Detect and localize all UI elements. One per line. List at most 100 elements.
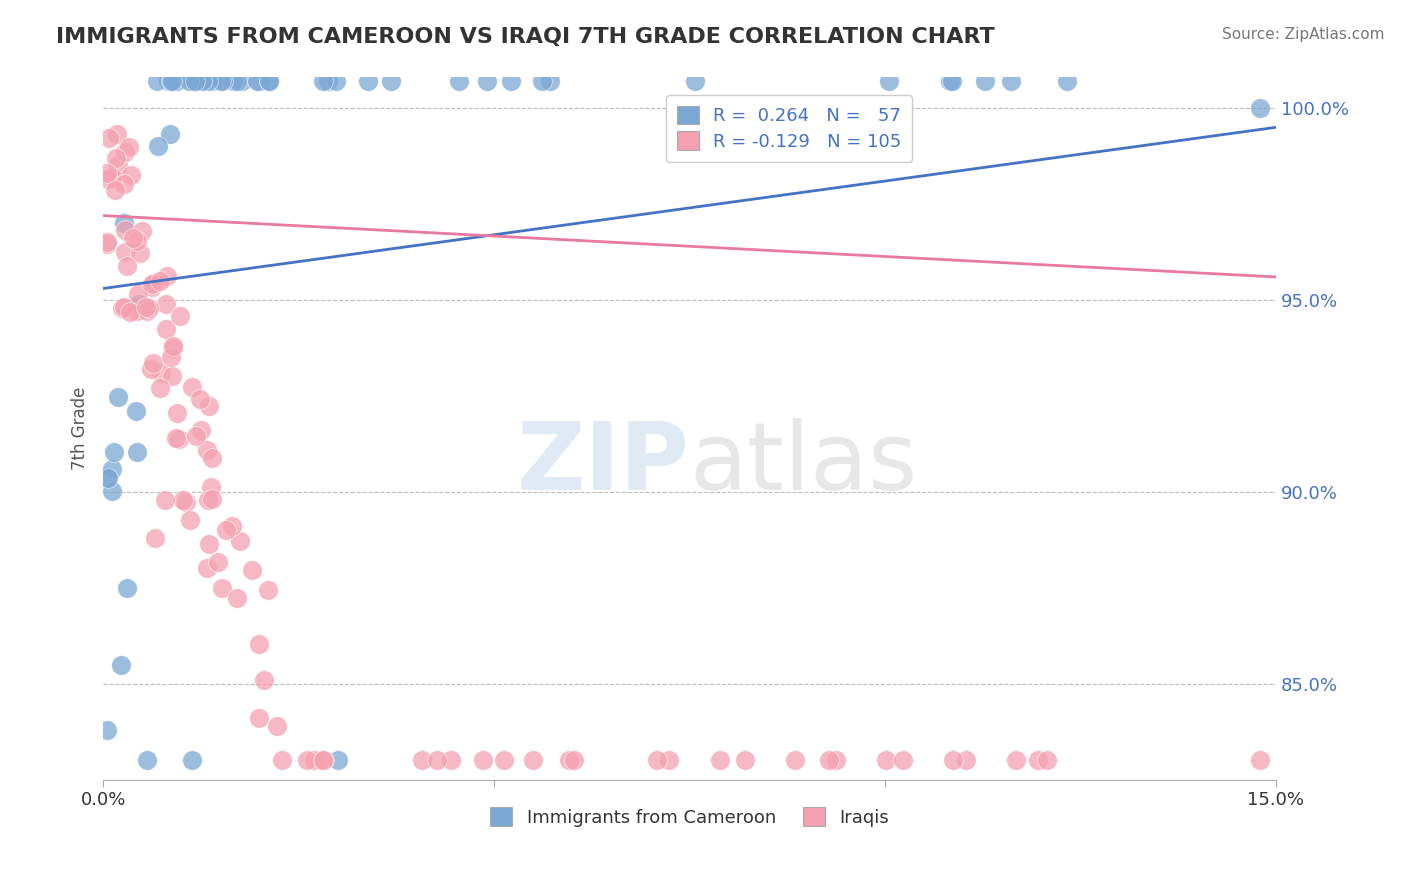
Point <box>120 168 142 182</box>
Point <box>141 280 163 294</box>
Point <box>139 362 162 376</box>
Text: IMMIGRANTS FROM CAMEROON VS IRAQI 7TH GRADE CORRELATION CHART: IMMIGRANTS FROM CAMEROON VS IRAQI 7TH GR… <box>56 27 995 46</box>
Point <box>955 753 977 767</box>
Point <box>249 711 271 725</box>
Point <box>240 563 263 577</box>
Point <box>246 74 269 88</box>
Point <box>122 231 145 245</box>
Point <box>129 246 152 260</box>
Point <box>683 74 706 88</box>
Point <box>1026 753 1049 767</box>
Point <box>209 74 232 88</box>
Point <box>188 392 211 406</box>
Point <box>146 139 169 153</box>
Point <box>658 753 681 767</box>
Point <box>104 151 127 165</box>
Point <box>247 637 270 651</box>
Point <box>112 301 135 315</box>
Point <box>115 581 138 595</box>
Point <box>141 277 163 291</box>
Point <box>215 524 238 538</box>
Point <box>96 237 118 252</box>
Point <box>231 74 253 88</box>
Point <box>155 322 177 336</box>
Point <box>181 753 204 767</box>
Point <box>212 74 235 88</box>
Point <box>222 74 245 88</box>
Point <box>114 223 136 237</box>
Text: ZIP: ZIP <box>516 417 689 509</box>
Point <box>195 442 218 457</box>
Point <box>179 513 201 527</box>
Point <box>125 234 148 248</box>
Point <box>181 380 204 394</box>
Point <box>135 300 157 314</box>
Point <box>501 74 523 88</box>
Point <box>941 74 963 88</box>
Point <box>156 74 179 88</box>
Point <box>117 260 139 274</box>
Point <box>156 268 179 283</box>
Point <box>411 753 433 767</box>
Point <box>257 582 280 597</box>
Point <box>942 753 965 767</box>
Point <box>128 297 150 311</box>
Point <box>201 492 224 507</box>
Point <box>783 753 806 767</box>
Point <box>530 74 553 88</box>
Point <box>174 495 197 509</box>
Point <box>302 753 325 767</box>
Point <box>225 591 247 605</box>
Point <box>186 74 208 88</box>
Point <box>159 128 181 142</box>
Point <box>326 753 349 767</box>
Point <box>150 366 173 380</box>
Point <box>149 274 172 288</box>
Text: atlas: atlas <box>689 417 918 509</box>
Point <box>135 304 157 318</box>
Point <box>562 753 585 767</box>
Point <box>645 753 668 767</box>
Point <box>198 537 221 551</box>
Point <box>112 178 135 192</box>
Point <box>125 445 148 459</box>
Point <box>201 74 224 88</box>
Point <box>167 433 190 447</box>
Point <box>165 431 187 445</box>
Point <box>939 74 962 88</box>
Point <box>492 753 515 767</box>
Point <box>101 484 124 499</box>
Point <box>380 74 402 88</box>
Point <box>249 74 271 88</box>
Point <box>186 429 208 443</box>
Point <box>138 301 160 315</box>
Point <box>257 74 280 88</box>
Point <box>162 341 184 355</box>
Point <box>211 581 233 595</box>
Point <box>155 297 177 311</box>
Point <box>127 287 149 301</box>
Point <box>97 172 120 186</box>
Point <box>1249 101 1271 115</box>
Point <box>825 753 848 767</box>
Point <box>172 492 194 507</box>
Point <box>221 519 243 533</box>
Point <box>974 74 997 88</box>
Point <box>184 74 207 88</box>
Point <box>179 74 201 88</box>
Point <box>111 301 134 315</box>
Text: Source: ZipAtlas.com: Source: ZipAtlas.com <box>1222 27 1385 42</box>
Point <box>149 381 172 395</box>
Point <box>198 399 221 413</box>
Point <box>312 753 335 767</box>
Point <box>1249 753 1271 767</box>
Point <box>183 74 205 88</box>
Point <box>107 391 129 405</box>
Point <box>190 423 212 437</box>
Y-axis label: 7th Grade: 7th Grade <box>72 387 89 470</box>
Point <box>98 130 121 145</box>
Point <box>201 451 224 466</box>
Point <box>166 74 188 88</box>
Point <box>538 74 561 88</box>
Point <box>96 235 118 249</box>
